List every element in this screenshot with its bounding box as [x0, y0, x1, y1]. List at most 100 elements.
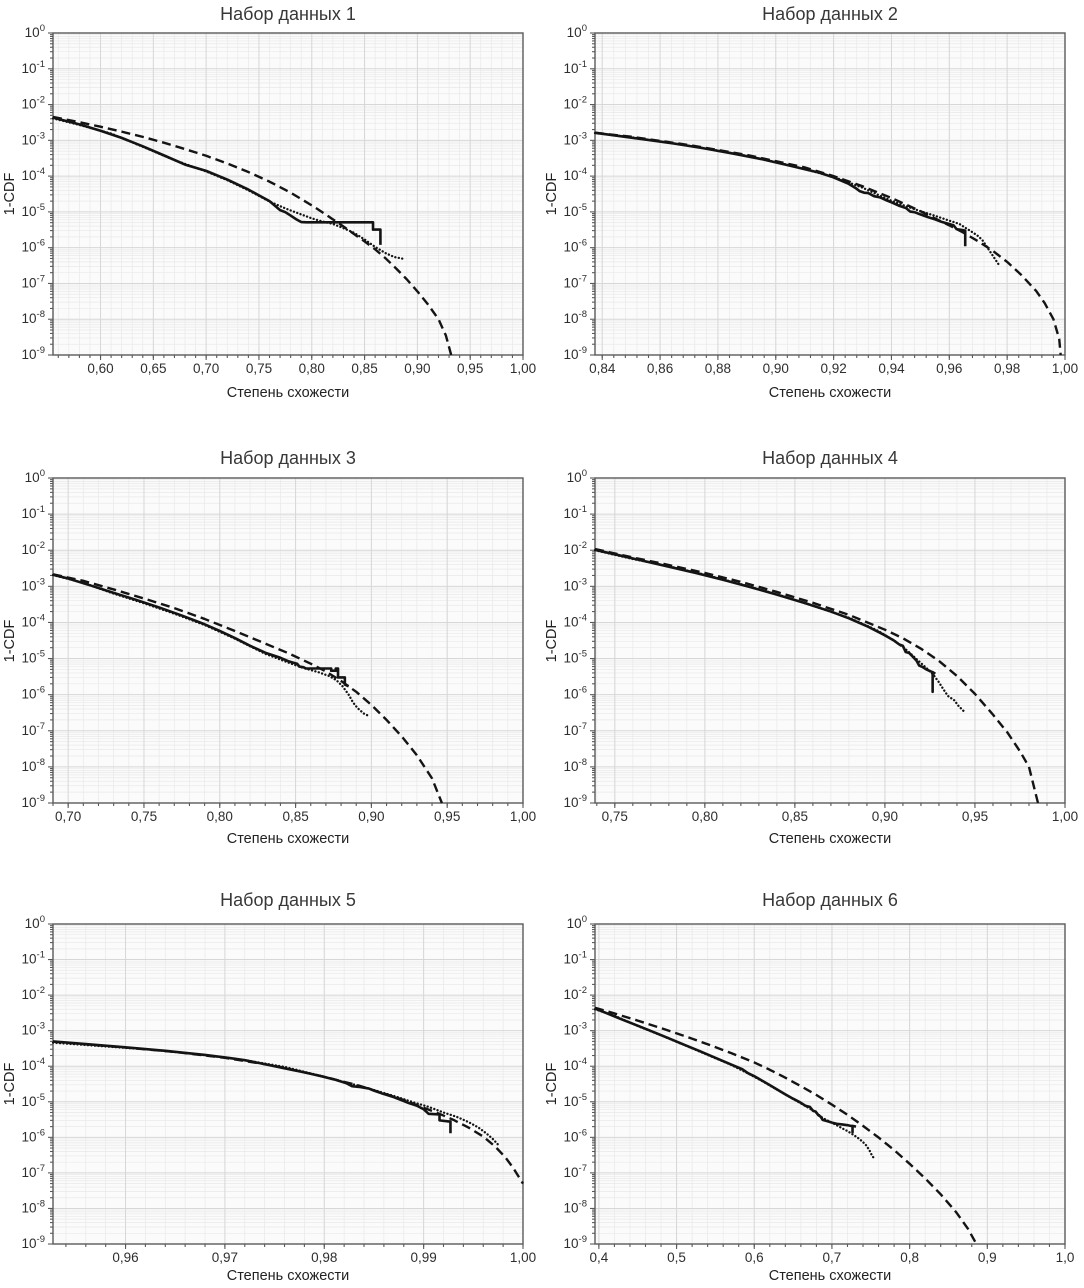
svg-text:100: 100 — [567, 23, 587, 40]
axis-ticks — [590, 923, 1066, 1249]
svg-text:0,96: 0,96 — [112, 1250, 138, 1265]
svg-text:10-8: 10-8 — [22, 757, 45, 774]
plot-title: Набор данных 3 — [220, 448, 356, 468]
svg-text:0,96: 0,96 — [936, 361, 962, 376]
svg-text:0,80: 0,80 — [692, 809, 718, 824]
svg-text:10-9: 10-9 — [564, 793, 587, 810]
svg-text:10-2: 10-2 — [564, 95, 587, 112]
svg-text:10-4: 10-4 — [22, 1056, 45, 1073]
svg-text:0,80: 0,80 — [207, 809, 233, 824]
svg-text:10-7: 10-7 — [564, 273, 587, 290]
x-tick-labels: 0,4 0,5 0,6 0,7 0,8 0,9 1,0 — [589, 1250, 1074, 1265]
svg-text:100: 100 — [567, 468, 587, 485]
plot-3: 0,70 0,75 0,80 0,85 0,90 0,95 1,0010010-110-21… — [2, 448, 537, 847]
x-axis-label: Степень схожести — [227, 385, 350, 401]
svg-text:0,60: 0,60 — [87, 361, 113, 376]
svg-text:10-7: 10-7 — [22, 1163, 45, 1180]
svg-text:0,75: 0,75 — [131, 809, 157, 824]
svg-text:0,84: 0,84 — [589, 361, 616, 376]
svg-text:10-5: 10-5 — [22, 649, 45, 666]
svg-text:0,97: 0,97 — [212, 1250, 238, 1265]
svg-text:10-7: 10-7 — [22, 721, 45, 738]
plot-1: 0,60 0,65 0,70 0,75 0,80 0,85 0,90 0,95 1,001001… — [2, 4, 536, 401]
minor-gridlines — [53, 33, 524, 355]
axis-ticks — [590, 32, 1066, 360]
y-tick-labels: 100 10-1 10-2 10-3 10-4 10-5 10-6 10-7 10-8 10-9 — [564, 23, 587, 362]
svg-text:10-2: 10-2 — [564, 540, 587, 557]
svg-text:0,86: 0,86 — [647, 361, 673, 376]
svg-text:10-6: 10-6 — [22, 1127, 45, 1144]
plot-title: Набор данных 6 — [762, 890, 898, 910]
series-solid-line — [52, 116, 382, 245]
svg-text:0,75: 0,75 — [602, 809, 628, 824]
x-axis-label: Степень схожести — [769, 1268, 892, 1284]
x-tick-labels: 0,70 0,75 0,80 0,85 0,90 0,95 1,00 — [55, 809, 536, 824]
svg-text:10-2: 10-2 — [22, 540, 45, 557]
svg-text:10-5: 10-5 — [22, 1092, 45, 1109]
svg-text:10-2: 10-2 — [564, 985, 587, 1002]
svg-text:0,65: 0,65 — [140, 361, 166, 376]
axis-ticks — [48, 477, 524, 808]
axis-frame — [594, 32, 1066, 356]
plot-title: Набор данных 5 — [220, 890, 356, 910]
y-axis-label: 1-CDF — [544, 1063, 560, 1106]
major-gridlines — [53, 32, 524, 356]
svg-text:0,99: 0,99 — [410, 1250, 436, 1265]
y-axis-label: 1-CDF — [2, 173, 18, 216]
plot-area: 0,70 0,75 0,80 0,85 0,90 0,95 1,0010010-110-21… — [22, 468, 537, 824]
svg-text:0,7: 0,7 — [823, 1250, 842, 1265]
svg-text:10-8: 10-8 — [22, 1198, 45, 1215]
svg-text:10-1: 10-1 — [22, 59, 45, 76]
plot-title: Набор данных 2 — [762, 4, 898, 24]
chart-dataset-2: 0,84 0,86 0,88 0,90 0,92 0,94 0,96 0,98 1,00 100 1… — [542, 0, 1084, 424]
svg-text:10-4: 10-4 — [564, 1056, 587, 1073]
chart-dataset-4: 0,75 0,80 0,85 0,90 0,95 1,00 100 10-1 10-2 10-3 1… — [542, 424, 1084, 856]
svg-text:10-9: 10-9 — [22, 345, 45, 362]
svg-text:100: 100 — [25, 468, 45, 485]
svg-text:0,70: 0,70 — [193, 361, 219, 376]
svg-text:10-9: 10-9 — [22, 1234, 45, 1251]
svg-text:0,90: 0,90 — [358, 809, 384, 824]
series-solid-line — [594, 1007, 857, 1134]
svg-text:10-9: 10-9 — [564, 345, 587, 362]
series-solid-line — [594, 131, 967, 247]
y-axis-label: 1-CDF — [2, 1063, 18, 1106]
svg-text:10-3: 10-3 — [22, 576, 45, 593]
svg-text:1,00: 1,00 — [510, 1250, 536, 1265]
svg-text:10-1: 10-1 — [564, 950, 587, 967]
plot-area: 0,75 0,80 0,85 0,90 0,95 1,0010010-110-210-31… — [564, 468, 1079, 824]
svg-text:10-8: 10-8 — [22, 309, 45, 326]
svg-text:0,88: 0,88 — [705, 361, 731, 376]
svg-text:0,70: 0,70 — [55, 809, 81, 824]
svg-text:10-4: 10-4 — [564, 612, 587, 629]
svg-text:10-6: 10-6 — [22, 685, 45, 702]
svg-text:10-8: 10-8 — [564, 1198, 587, 1215]
plot-background — [53, 33, 523, 355]
svg-text:0,4: 0,4 — [589, 1250, 608, 1265]
svg-text:10-3: 10-3 — [22, 1021, 45, 1038]
svg-text:10-5: 10-5 — [22, 202, 45, 219]
svg-text:0,8: 0,8 — [900, 1250, 919, 1265]
svg-text:0,75: 0,75 — [246, 361, 272, 376]
plot-title: Набор данных 1 — [220, 4, 356, 24]
svg-text:10-4: 10-4 — [22, 612, 45, 629]
svg-text:0,98: 0,98 — [311, 1250, 337, 1265]
svg-text:10-9: 10-9 — [564, 1234, 587, 1251]
svg-text:0,5: 0,5 — [667, 1250, 686, 1265]
series-dashed-line — [52, 573, 444, 804]
svg-text:0,90: 0,90 — [872, 809, 898, 824]
axis-ticks — [590, 477, 1066, 808]
svg-text:10-4: 10-4 — [22, 166, 45, 183]
svg-text:1,0: 1,0 — [1056, 1250, 1075, 1265]
svg-text:0,80: 0,80 — [299, 361, 325, 376]
svg-text:10-3: 10-3 — [22, 130, 45, 147]
series-dotted-line — [51, 1041, 500, 1146]
plot-background — [53, 924, 523, 1244]
axis-ticks — [48, 923, 524, 1249]
svg-text:10-2: 10-2 — [22, 985, 45, 1002]
svg-text:0,95: 0,95 — [457, 361, 483, 376]
plot-background — [595, 33, 1065, 355]
axis-frame — [52, 32, 524, 356]
minor-gridlines — [595, 33, 1066, 355]
